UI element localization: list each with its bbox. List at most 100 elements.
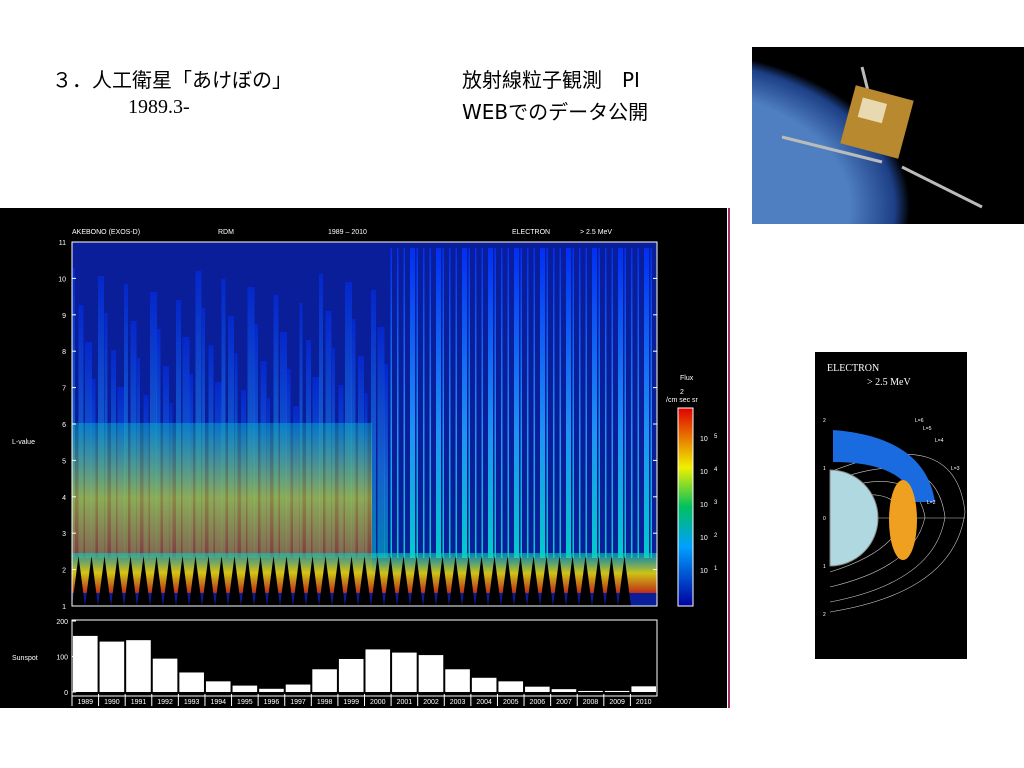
sunspot-bar [232,685,258,692]
flux-stripe [650,248,652,558]
sunspot-bar [259,688,284,692]
y-tick-label: 7 [62,386,66,393]
flux-stripe [195,271,202,558]
x-tick-label: 2000 [370,699,386,706]
x-tick-label: 2005 [503,699,519,706]
flux-stripe [631,248,633,558]
flux-stripe [494,248,496,558]
flux-stripe [566,248,571,558]
flux-stripe [514,248,519,558]
sunspot-bar [604,690,630,692]
earth [829,469,879,567]
shell-label: L=2 [927,500,936,506]
inner-belt [889,480,917,560]
flux-stripe [403,248,405,558]
sunspot-bar [179,672,204,692]
subtitle: 放射線粒子観測 PI [462,68,640,92]
sunspot-bar [73,635,98,692]
flux-stripe [124,284,128,558]
x-tick-label: 2004 [476,699,492,706]
sunspot-bar [631,686,656,692]
flux-stripe [598,248,600,558]
flux-stripe [546,248,548,558]
x-tick-label: 2008 [583,699,599,706]
sunspot-bar [525,686,550,692]
flux-stripe [540,248,545,558]
flux-stripe [384,364,388,558]
x-tick-label: 2007 [556,699,572,706]
flux-stripe [520,248,522,558]
x-tick-label: 2010 [636,699,652,706]
flux-stripe [553,248,555,558]
sunspot-bar [551,689,577,692]
flux-stripe [468,248,470,558]
inset-title: ELECTRON [827,363,879,374]
flux-stripe [462,248,467,558]
flux-stripe [475,248,477,558]
flux-stripe [624,248,626,558]
y-tick-label: 0 [64,690,68,697]
sunspot-bar [126,640,151,692]
x-tick-label: 1990 [104,699,120,706]
y-tick-label: 8 [62,349,66,356]
shell-label: L=6 [915,418,924,424]
x-tick-label: 1989 [78,699,94,706]
y-tick-label: 10 [58,276,66,283]
flux-stripe [618,248,623,558]
flux-stripe [501,248,503,558]
y-tick-label: 1 [62,604,66,611]
flux-stripe [221,279,226,558]
satellite-detail [857,97,888,124]
flux-stripe [572,248,574,558]
y-label: L-value [12,439,35,446]
shell-label: L=5 [923,426,932,432]
flux-stripe [319,274,323,558]
sunspot-bar [578,690,603,692]
shell-label: L=4 [935,438,944,444]
x-tick-label: 1999 [343,699,359,706]
outer-belt [833,430,935,502]
x-tick-label: 1997 [290,699,306,706]
sunspot-bar [392,652,417,692]
colorbar-unit: /cm sec sr [666,397,699,404]
colorbar-tick-base: 10 [700,535,708,542]
colorbar [677,407,694,607]
sunspot-bar [205,681,231,692]
sunspot-bar [471,677,497,692]
flux-stripe [507,248,509,558]
header-label: ELECTRON [512,229,550,236]
x-tick-label: 1992 [157,699,173,706]
colorbar-tick-exp: 4 [714,467,718,473]
axis-tick-label: 2 [823,418,826,424]
y-tick-label: 200 [56,619,68,626]
flux-stripe [397,248,399,558]
flux-stripe [371,290,376,558]
flux-stripe [644,248,649,558]
electron-inset: ELECTRON > 2.5 MeV L=6 L=5 L=4 L=3 L=2 2… [815,352,967,659]
flux-stripe [377,327,385,558]
satellite-photo [752,47,1024,224]
y-tick-label: 11 [59,240,66,247]
y-tick-label: 3 [62,531,66,538]
x-tick-label: 2001 [397,699,413,706]
flux-stripe [611,248,613,558]
axis-tick-label: 2 [823,612,826,618]
colorbar-title: Flux [680,375,694,382]
colorbar-tick-exp: 5 [714,434,718,440]
title: ３．人工衛星「あけぼの」 [52,68,292,92]
colorbar-tick-base: 10 [700,568,708,575]
flux-stripe [527,248,529,558]
flux-stripe [436,248,441,558]
sunspot-bar [152,658,178,692]
axis-tick-label: 1 [823,466,826,472]
flux-stripe [72,268,75,558]
y-tick-label: 2 [62,568,66,575]
x-tick-label: 2003 [450,699,466,706]
x-tick-label: 1994 [210,699,226,706]
flux-band [72,423,372,573]
flux-stripe [605,248,607,558]
flux-stripe [579,248,581,558]
y-tick-label: 5 [62,458,66,465]
sunspot-bar [338,658,364,692]
x-tick-label: 2002 [423,699,439,706]
